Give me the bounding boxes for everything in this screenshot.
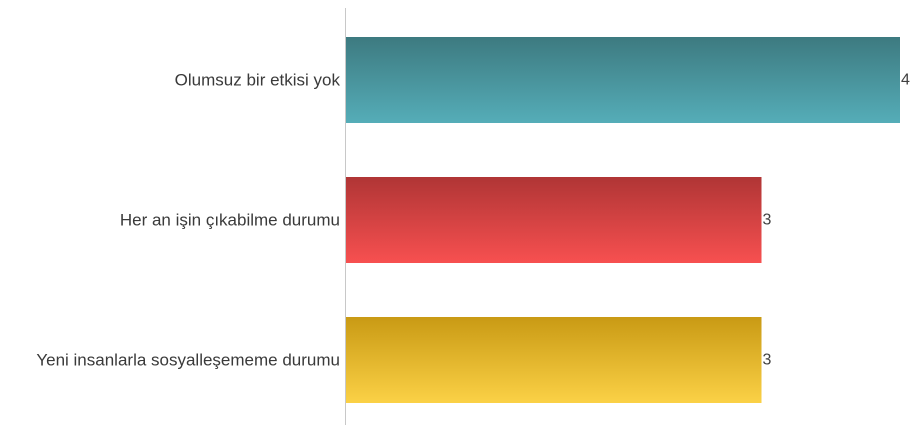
labels-layer: Olumsuz bir etkisi yok 4 Her an işin çıkab…	[36, 71, 910, 370]
category-label-3: Yeni insanlarla sosyalleşememe durumu	[36, 351, 340, 370]
value-label-1: 4	[901, 72, 910, 89]
category-label-2: Her an işin çıkabilme durumu	[120, 211, 340, 230]
bar-2	[346, 177, 762, 263]
bar-1	[346, 37, 900, 123]
value-label-3: 3	[763, 352, 772, 369]
category-label-1: Olumsuz bir etkisi yok	[175, 71, 341, 90]
bars-layer	[346, 37, 900, 403]
bar-3	[346, 317, 762, 403]
value-label-2: 3	[763, 212, 772, 229]
